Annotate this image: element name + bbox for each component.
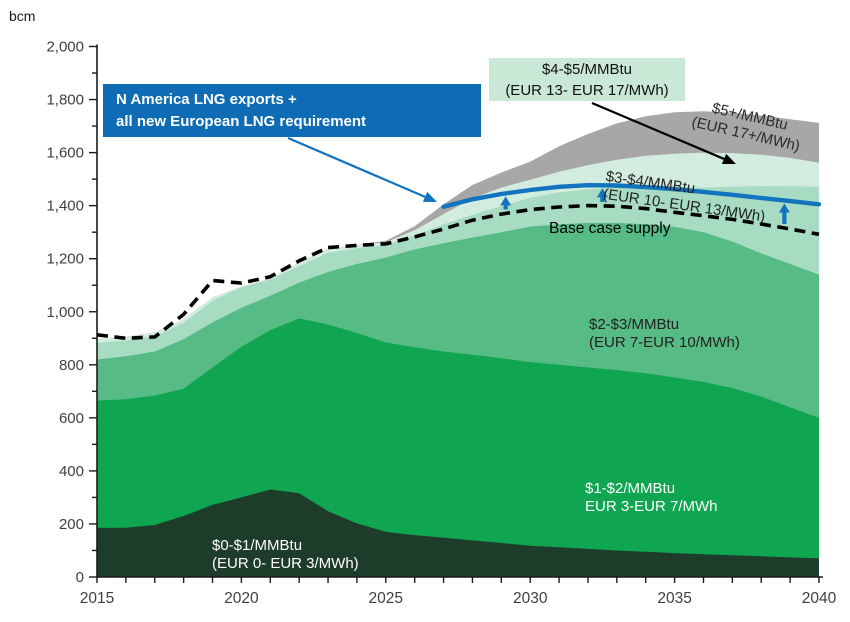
band-2-3-label-line1: $2-$3/MMBtu (589, 316, 680, 333)
band-1-2-label-line1: $1-$2/MMBtu (585, 480, 676, 497)
y-tick-label: 1,400 (46, 198, 84, 215)
y-tick-label: 1,600 (46, 145, 84, 162)
band-4-5-label-line2: (EUR 13- EUR 17/MWh) (505, 81, 669, 99)
band-2-3-label: $2-$3/MMBtu (EUR 7-EUR 10/MWh) (589, 316, 740, 353)
callout-arrow-blue-shaft (287, 136, 426, 198)
y-tick-label: 600 (59, 410, 84, 427)
band-0-1-label-line2: (EUR 0- EUR 3/MWh) (212, 555, 359, 573)
x-tick-label: 2025 (369, 590, 403, 607)
x-tick-label: 2015 (80, 590, 114, 607)
callout-arrow-black-shaft (591, 101, 725, 160)
x-tick-label: 2040 (802, 590, 837, 607)
x-tick-label: 2035 (657, 590, 691, 607)
area-band-band_0_1 (97, 489, 819, 577)
y-tick-label: 1,000 (46, 304, 84, 321)
band-2-3-label-line2: (EUR 7-EUR 10/MWh) (589, 334, 740, 352)
y-tick-label: 800 (59, 357, 84, 374)
gap-arrow-up-icon (778, 203, 790, 213)
y-tick-label: 1,200 (46, 251, 84, 268)
gap-arrow-up-icon (596, 188, 608, 198)
band-1-2-label: $1-$2/MMBtu EUR 3-EUR 7/MWh (585, 480, 718, 517)
band-1-2-label-line2: EUR 3-EUR 7/MWh (585, 498, 718, 516)
band-0-1-label: $0-$1/MMBtu (EUR 0- EUR 3/MWh) (212, 537, 359, 574)
lng-exports-callout-line1: N America LNG exports + (116, 90, 297, 108)
gap-arrow-up-icon (500, 196, 512, 206)
callout-arrow-blue-head-icon (422, 191, 437, 202)
x-tick-label: 2020 (224, 590, 259, 607)
band-4-5-label-box: $4-$5/MMBtu (EUR 13- EUR 17/MWh) (489, 58, 685, 101)
band-4-5-label-line1: $4-$5/MMBtu (541, 60, 633, 78)
y-tick-label: 2,000 (46, 39, 84, 56)
x-tick-label: 2030 (513, 590, 548, 607)
y-axis-unit-label: bcm (9, 8, 36, 24)
y-tick-label: 400 (59, 463, 84, 480)
lng-requirement-line (441, 183, 822, 209)
callout-arrow-black-head-icon (721, 153, 736, 164)
y-tick-label: 1,800 (46, 92, 84, 109)
base-case-supply-label: Base case supply (549, 220, 671, 237)
lng-exports-callout: N America LNG exports + all new European… (103, 84, 481, 137)
lng-exports-callout-line2: all new European LNG requirement (116, 112, 367, 130)
y-tick-label: 0 (76, 569, 84, 586)
y-tick-label: 200 (59, 516, 84, 533)
band-0-1-label-line1: $0-$1/MMBtu (212, 537, 303, 554)
base-case-supply-line (96, 203, 820, 341)
